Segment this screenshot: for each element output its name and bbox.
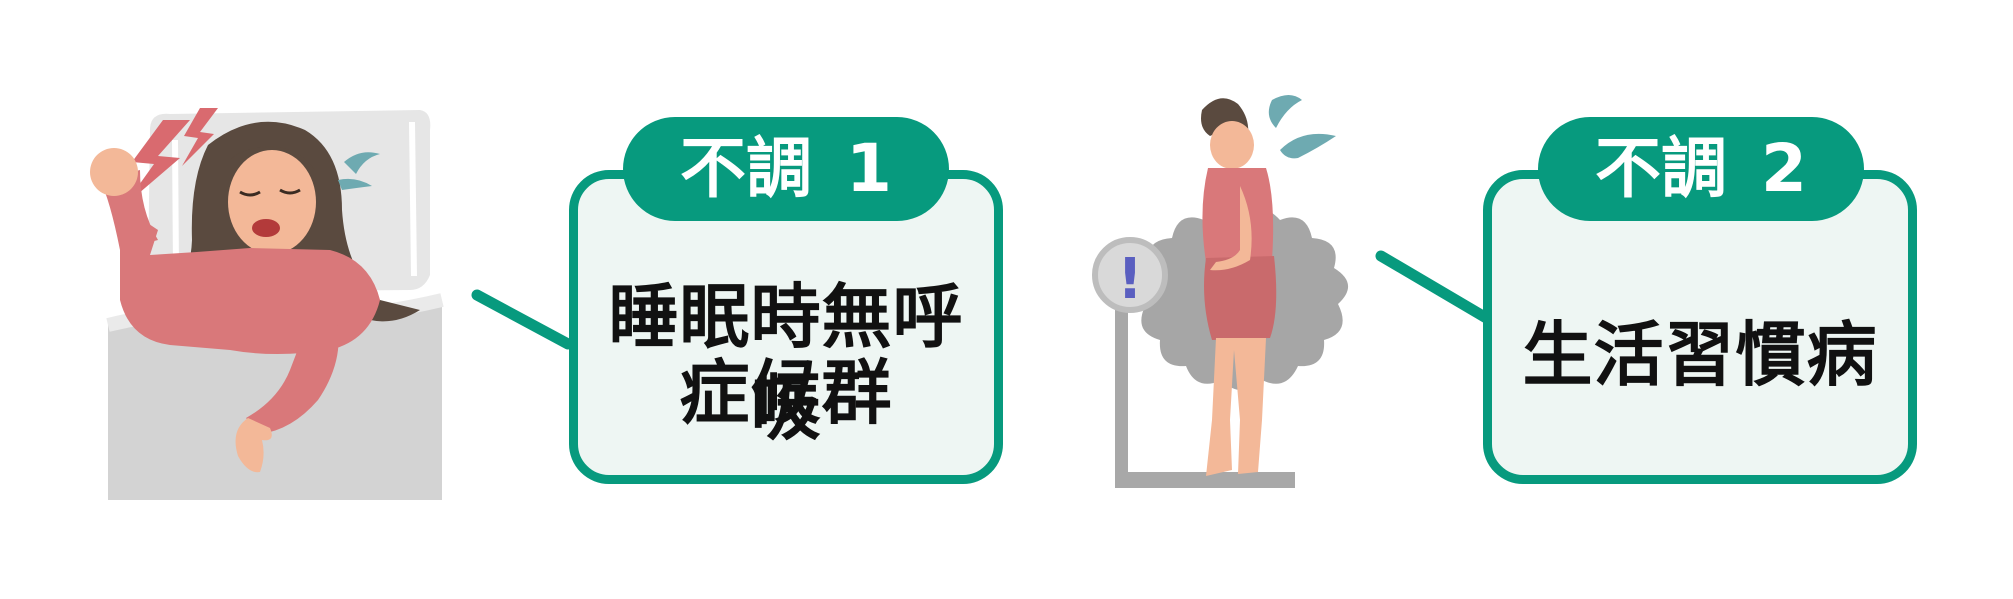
legs-shape (1206, 338, 1266, 476)
condition-1-card: 睡眠時無呼吸 症候群 (569, 170, 1003, 484)
condition-1-tab-number: 1 (846, 130, 892, 207)
sweat-drop-icon (1268, 95, 1302, 128)
right-connector-line (1375, 250, 1494, 325)
condition-2-tab: 不調 2 (1538, 117, 1864, 221)
alert-zigzag-small-icon (182, 108, 218, 166)
sleeping-woman-illustration (90, 108, 444, 500)
scale-exclamation-icon: ! (1117, 247, 1143, 312)
condition-2-text-line1: 生活習慣病 (1522, 314, 1878, 396)
condition-1-text-line1: 睡眠時無呼吸 (608, 276, 964, 450)
face-shape (1210, 121, 1254, 169)
sweat-drop-icon (344, 152, 380, 174)
face-shape (228, 150, 316, 254)
hanging-hand (235, 418, 272, 473)
scale-pole (1115, 260, 1128, 475)
left-connector-line (471, 289, 574, 350)
condition-2-card: 生活習慣病 (1483, 170, 1917, 484)
scale-woman-illustration: ! (1092, 95, 1349, 488)
scale-dial (1092, 237, 1168, 313)
condition-2-tab-number: 2 (1761, 130, 1807, 207)
condition-1-tab-label: 不調 (680, 130, 813, 207)
scale-base (1115, 472, 1295, 488)
condition-1-tab: 不調 1 (623, 117, 949, 221)
condition-1-text-line2: 症候群 (679, 352, 893, 434)
open-mouth (252, 219, 280, 237)
top-shape (1202, 168, 1274, 262)
raised-fist (90, 148, 138, 196)
condition-2-tab-label: 不調 (1595, 130, 1728, 207)
